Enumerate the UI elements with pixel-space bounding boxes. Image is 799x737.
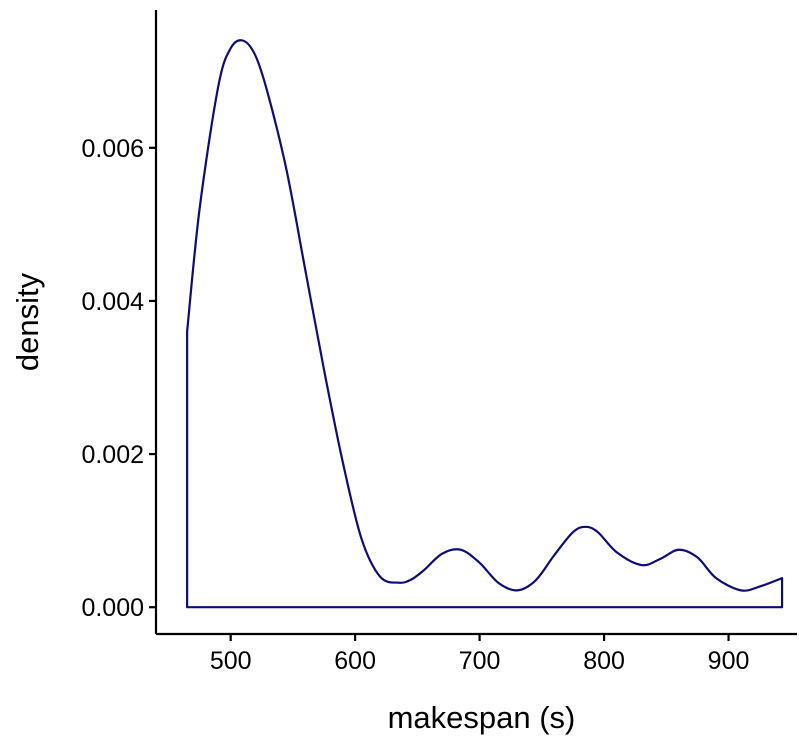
y-tick-label: 0.002 [81,441,144,469]
axes [154,10,797,636]
x-axis-title: makespan (s) [388,700,576,735]
y-axis-title: density [10,272,45,371]
density-curve [186,39,784,609]
y-tick-label: 0.006 [81,135,144,163]
ticks: 500 600 700 800 900 0.000 0.002 0.004 0.006 [81,135,749,675]
y-tick-label: 0.004 [81,288,144,316]
x-tick-label: 800 [583,647,625,675]
x-tick-label: 700 [459,647,501,675]
x-tick-label: 600 [334,647,376,675]
series [186,39,784,609]
x-tick-label: 900 [708,647,750,675]
y-tick-label: 0.000 [81,594,144,622]
x-tick-label: 500 [210,647,252,675]
